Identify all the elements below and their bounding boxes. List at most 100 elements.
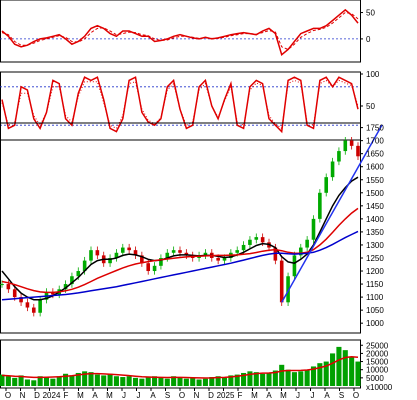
price-y-axis: 1750 1700 1650 1600 1550 1500 1450 1400 1350 1300… bbox=[360, 124, 384, 328]
rsi-tick-label: 50 bbox=[366, 102, 375, 111]
macd-tick-label: 50 bbox=[366, 9, 375, 18]
price-candle-body bbox=[222, 257, 227, 261]
price-trendline bbox=[281, 124, 383, 303]
volume-ma-line bbox=[1, 355, 359, 379]
volume-bars bbox=[0, 346, 361, 386]
volume-bar bbox=[323, 361, 329, 386]
x-tick-label: 2024 bbox=[43, 391, 61, 400]
price-candle-body bbox=[178, 250, 182, 253]
volume-bar bbox=[145, 377, 151, 386]
price-candle-body bbox=[6, 284, 11, 290]
macd-series bbox=[1, 8, 359, 56]
macd-panel: 50 0 bbox=[0, 0, 375, 63]
price-candle-body bbox=[82, 260, 87, 272]
volume-bar bbox=[209, 377, 215, 386]
x-tick-label: M bbox=[106, 391, 113, 400]
price-candle-body bbox=[356, 145, 360, 157]
price-candle-body bbox=[63, 284, 68, 290]
volume-bar bbox=[69, 375, 75, 386]
price-candle-body bbox=[324, 177, 329, 193]
price-tick-label: 1450 bbox=[366, 202, 384, 211]
price-candle-body bbox=[171, 250, 176, 253]
volume-bar bbox=[126, 376, 132, 386]
x-tick-label: S bbox=[165, 391, 170, 400]
price-candle-body bbox=[273, 247, 278, 261]
price-candle-body bbox=[343, 140, 348, 152]
x-tick-label: D bbox=[34, 391, 40, 400]
price-candle-body bbox=[0, 284, 4, 286]
price-candle-body bbox=[279, 260, 284, 303]
price-tick-label: 1400 bbox=[366, 215, 384, 224]
volume-bar bbox=[18, 375, 24, 386]
price-tick-label: 1500 bbox=[366, 189, 384, 198]
x-tick-label: J bbox=[311, 391, 315, 400]
price-candle-body bbox=[12, 289, 17, 298]
x-tick-label: A bbox=[92, 391, 98, 400]
price-candle-body bbox=[165, 252, 170, 258]
volume-tick-label: 25000 bbox=[366, 341, 389, 350]
volume-bar bbox=[291, 372, 297, 386]
x-tick-label: N bbox=[20, 391, 26, 400]
price-candle-body bbox=[19, 297, 23, 303]
rsi-panel: 100 50 bbox=[0, 70, 380, 141]
volume-bar bbox=[196, 379, 202, 386]
price-tick-label: 1300 bbox=[366, 241, 384, 250]
x-tick-label: F bbox=[64, 391, 69, 400]
price-moving-averages bbox=[1, 176, 359, 301]
rsi-line bbox=[1, 79, 359, 130]
volume-bar bbox=[158, 377, 164, 386]
volume-bar bbox=[355, 361, 361, 386]
x-tick-label: O bbox=[179, 391, 185, 400]
macd-line bbox=[1, 8, 359, 56]
price-candle-body bbox=[159, 257, 163, 266]
volume-bar bbox=[82, 371, 88, 386]
volume-bar bbox=[132, 377, 139, 386]
volume-bar bbox=[285, 369, 291, 386]
macd-line bbox=[1, 11, 359, 51]
volume-bar bbox=[279, 364, 285, 386]
price-candle-body bbox=[241, 244, 246, 251]
volume-bar bbox=[24, 379, 30, 386]
x-tick-label: 2025 bbox=[217, 391, 235, 400]
volume-bar bbox=[349, 356, 355, 386]
price-candle-body bbox=[51, 291, 55, 295]
volume-bar bbox=[298, 371, 304, 386]
price-tick-label: 1100 bbox=[366, 293, 384, 302]
price-tick-label: 1250 bbox=[366, 254, 384, 263]
x-tick-label: A bbox=[266, 391, 272, 400]
price-tick-label: 1600 bbox=[366, 163, 384, 172]
price-candle-body bbox=[292, 255, 297, 277]
volume-bar bbox=[0, 374, 5, 386]
price-candle-body bbox=[305, 239, 309, 248]
price-candle-body bbox=[216, 257, 220, 261]
volume-bar bbox=[342, 350, 348, 386]
price-tick-label: 1350 bbox=[366, 228, 384, 237]
price-candle-body bbox=[127, 247, 131, 251]
price-candle-body bbox=[146, 263, 151, 272]
price-candle-body bbox=[76, 271, 81, 277]
price-tick-label: 1200 bbox=[366, 267, 384, 276]
x-tick-label: D bbox=[208, 391, 214, 400]
price-candle-body bbox=[298, 247, 303, 256]
price-tick-label: 1650 bbox=[366, 150, 384, 159]
rsi-tick-label: 100 bbox=[366, 70, 380, 79]
price-tick-label: 1750 bbox=[366, 124, 384, 133]
price-moving-average-line bbox=[1, 176, 359, 301]
volume-bar bbox=[12, 377, 18, 386]
price-candle-body bbox=[203, 252, 208, 256]
volume-bar bbox=[171, 376, 177, 386]
volume-bar bbox=[215, 376, 221, 386]
volume-moving-average bbox=[1, 355, 359, 379]
volume-bar bbox=[43, 377, 50, 386]
macd-y-axis: 50 0 bbox=[360, 9, 375, 44]
price-tick-label: 1150 bbox=[366, 280, 384, 289]
rsi-panel-frame bbox=[0, 71, 361, 141]
x-tick-label: N bbox=[194, 391, 200, 400]
volume-bar bbox=[50, 378, 56, 386]
volume-bar bbox=[260, 373, 266, 386]
x-tick-label: F bbox=[238, 391, 243, 400]
price-candle-body bbox=[120, 247, 125, 253]
